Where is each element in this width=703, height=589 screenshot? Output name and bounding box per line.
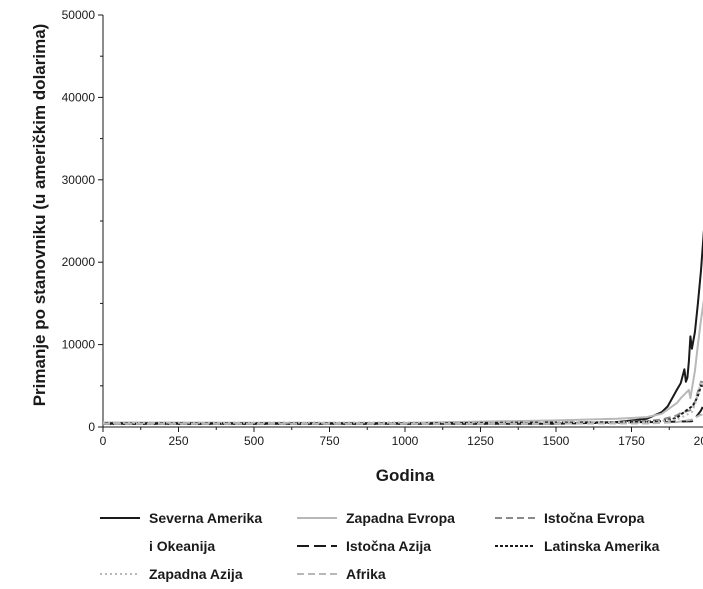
y-tick-label: 10000 xyxy=(62,338,96,352)
x-tick-label: 1000 xyxy=(392,434,419,448)
y-tick-label: 40000 xyxy=(62,90,96,104)
x-tick-label: 250 xyxy=(168,434,188,448)
plot-area: 0 10000 20000 30000 40000 50000 0 250 500 750 1000… xyxy=(62,8,703,448)
x-tick-label: 0 xyxy=(100,434,107,448)
x-tick-label: 1750 xyxy=(618,434,645,448)
y-tick-label: 0 xyxy=(88,420,95,434)
series-line-2 xyxy=(102,299,703,424)
legend-label-1: i Okeanija xyxy=(149,538,215,554)
series-line-6 xyxy=(102,380,703,424)
legend-label-7: Afrika xyxy=(346,566,386,582)
series-line-7 xyxy=(103,413,703,425)
y-tick-label: 50000 xyxy=(62,8,96,22)
x-axis-title: Godina xyxy=(376,466,435,485)
legend: Severna Amerika i Okeanija Zapadna Evropa I… xyxy=(100,510,660,582)
y-axis-title: Primanje po stanovniku (u američkim dola… xyxy=(30,24,49,407)
legend-label-5: Latinska Amerika xyxy=(544,538,660,554)
legend-label-4: Istočna Azija xyxy=(346,538,431,554)
series-line-5 xyxy=(103,384,703,425)
legend-label-2: Zapadna Evropa xyxy=(346,510,455,526)
x-tick-label: 1500 xyxy=(543,434,570,448)
legend-label-3: Istočna Evropa xyxy=(544,510,645,526)
y-tick-label: 30000 xyxy=(62,173,96,187)
legend-label-6: Zapadna Azija xyxy=(149,566,243,582)
legend-label-1: Severna Amerika xyxy=(149,510,262,526)
x-tick-label: 500 xyxy=(244,434,264,448)
x-tick-label: 2000 xyxy=(694,434,703,448)
x-tick-label: 1250 xyxy=(467,434,494,448)
series-line-3 xyxy=(103,380,703,425)
series-line-4 xyxy=(103,403,703,425)
y-tick-label: 20000 xyxy=(62,255,96,269)
x-tick-label: 750 xyxy=(319,434,339,448)
series-line-1 xyxy=(103,229,703,425)
